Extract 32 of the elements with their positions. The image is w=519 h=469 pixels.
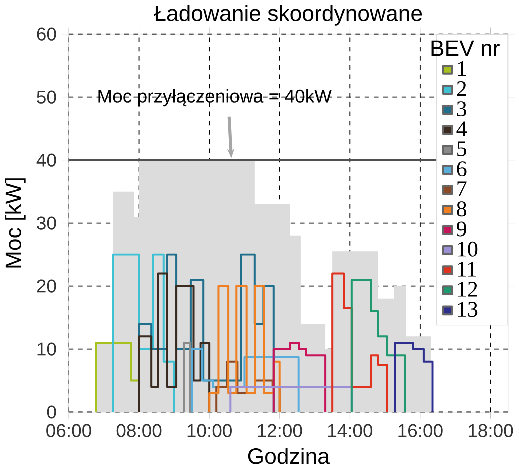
x-tick-label: 18:00 [468,424,514,438]
legend-label: 4 [456,122,468,136]
x-tick-label: 16:00 [398,424,443,438]
y-axis-title: Moc [kW] [5,178,26,268]
legend-label: 12 [458,282,478,297]
legend-label: 10 [458,242,478,257]
ref-line-label: Moc przyłączeniowa = 40kW [98,89,332,106]
legend-label: 11 [458,262,476,276]
y-tick-label: 30 [37,216,56,230]
y-tick-label: 0 [47,406,56,419]
legend-label: 8 [457,201,467,216]
legend-label: 5 [458,142,467,156]
y-tick-label: 10 [38,342,56,356]
chart-title: Ładowanie skoordynowane [154,4,422,26]
legend-label: 9 [457,222,466,237]
legend-label: 3 [457,101,467,116]
legend-label: 1 [458,61,466,76]
legend-title: BEV nr [432,40,500,56]
y-tick-label: 20 [37,280,56,293]
y-tick-label: 50 [37,90,56,104]
x-tick-label: 06:00 [46,424,92,438]
legend-label: 13 [458,302,478,317]
x-tick-label: 08:00 [116,424,162,438]
legend-label: 7 [458,182,467,196]
x-tick-label: 14:00 [328,424,373,438]
legend-label: 2 [457,81,466,96]
x-axis-title: Godzina [248,448,330,464]
y-tick-label: 40 [36,154,56,167]
x-tick-label: 10:00 [188,424,232,438]
x-tick-label: 12:00 [258,424,302,438]
legend-label: 6 [457,161,467,176]
y-tick-label: 60 [37,28,56,41]
